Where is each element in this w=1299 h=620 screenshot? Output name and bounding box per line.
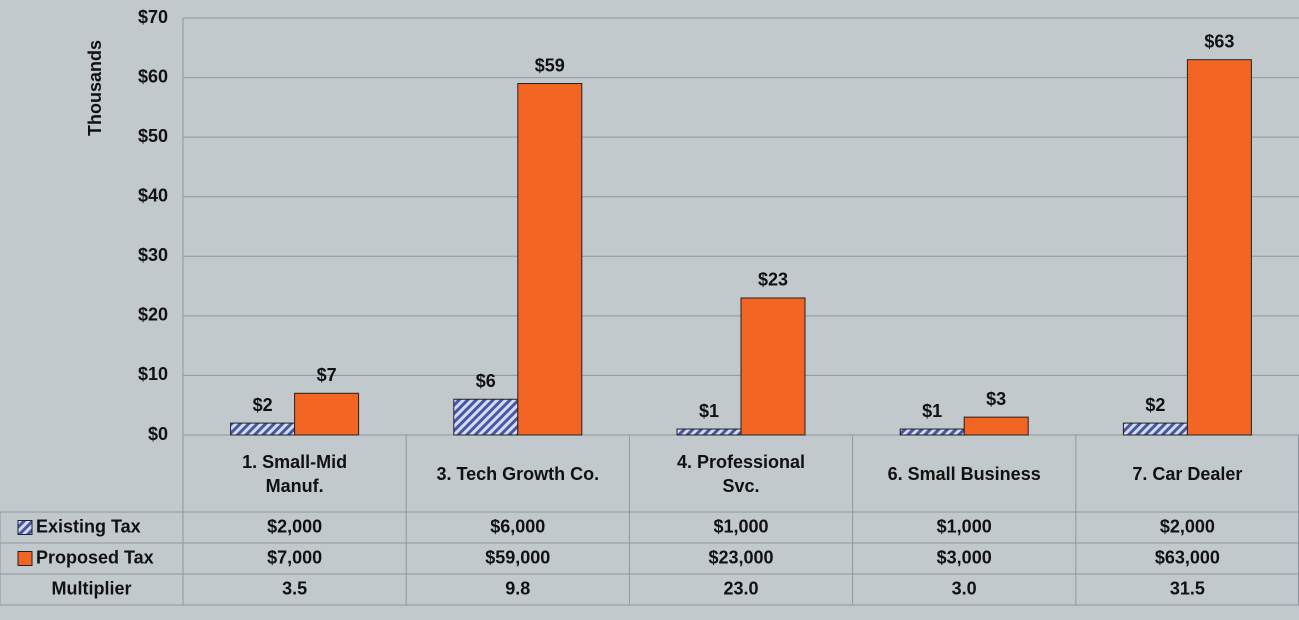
data-label: $1 bbox=[699, 401, 719, 421]
y-axis-label: Thousands bbox=[85, 40, 105, 136]
data-label: $6 bbox=[476, 371, 496, 391]
table-cell: $1,000 bbox=[713, 516, 768, 536]
y-tick-label: $0 bbox=[148, 424, 168, 444]
y-tick-label: $20 bbox=[138, 305, 168, 325]
table-cell: $3,000 bbox=[937, 547, 992, 567]
legend-label: Proposed Tax bbox=[36, 547, 154, 567]
data-label: $59 bbox=[535, 55, 565, 75]
table-cell: 23.0 bbox=[723, 578, 758, 598]
bar bbox=[740, 297, 806, 436]
category-label: 1. Small-Mid Manuf. bbox=[242, 451, 348, 496]
data-label: $7 bbox=[317, 365, 337, 385]
data-label: $23 bbox=[758, 270, 788, 290]
category-label: 6. Small Business bbox=[887, 463, 1041, 484]
bar bbox=[517, 83, 583, 436]
bar bbox=[963, 416, 1029, 436]
data-label: $3 bbox=[986, 389, 1006, 409]
category-label: 4. Professional Svc. bbox=[676, 451, 806, 496]
y-tick-label: $40 bbox=[138, 185, 168, 205]
table-cell: $2,000 bbox=[267, 516, 322, 536]
data-label: $2 bbox=[253, 395, 273, 415]
y-tick-label: $30 bbox=[138, 245, 168, 265]
table-cell: 9.8 bbox=[505, 578, 530, 598]
y-tick-label: $50 bbox=[138, 126, 168, 146]
category-label: 3. Tech Growth Co. bbox=[436, 463, 600, 484]
legend-label: Existing Tax bbox=[36, 516, 141, 536]
category-label: 7. Car Dealer bbox=[1132, 463, 1243, 484]
table-cell: $6,000 bbox=[490, 516, 545, 536]
y-tick-label: $60 bbox=[138, 66, 168, 86]
bar bbox=[294, 392, 360, 436]
table-cell: 3.0 bbox=[952, 578, 977, 598]
table-cell: $7,000 bbox=[267, 547, 322, 567]
data-label: $1 bbox=[922, 401, 942, 421]
y-tick-label: $10 bbox=[138, 364, 168, 384]
bar bbox=[453, 398, 519, 436]
bar bbox=[230, 422, 296, 436]
legend-swatch bbox=[17, 520, 33, 535]
table-cell: 31.5 bbox=[1170, 578, 1205, 598]
table-cell: 3.5 bbox=[282, 578, 307, 598]
bar bbox=[1122, 422, 1188, 436]
table-cell: $23,000 bbox=[708, 547, 773, 567]
data-label: $63 bbox=[1204, 31, 1234, 51]
table-cell: $59,000 bbox=[485, 547, 550, 567]
table-cell: $1,000 bbox=[937, 516, 992, 536]
table-cell: $2,000 bbox=[1160, 516, 1215, 536]
legend-swatch bbox=[17, 551, 33, 566]
y-tick-label: $70 bbox=[138, 7, 168, 27]
row-label: Multiplier bbox=[52, 578, 132, 598]
data-label: $2 bbox=[1145, 395, 1165, 415]
bar bbox=[1186, 59, 1252, 436]
table-cell: $63,000 bbox=[1155, 547, 1220, 567]
